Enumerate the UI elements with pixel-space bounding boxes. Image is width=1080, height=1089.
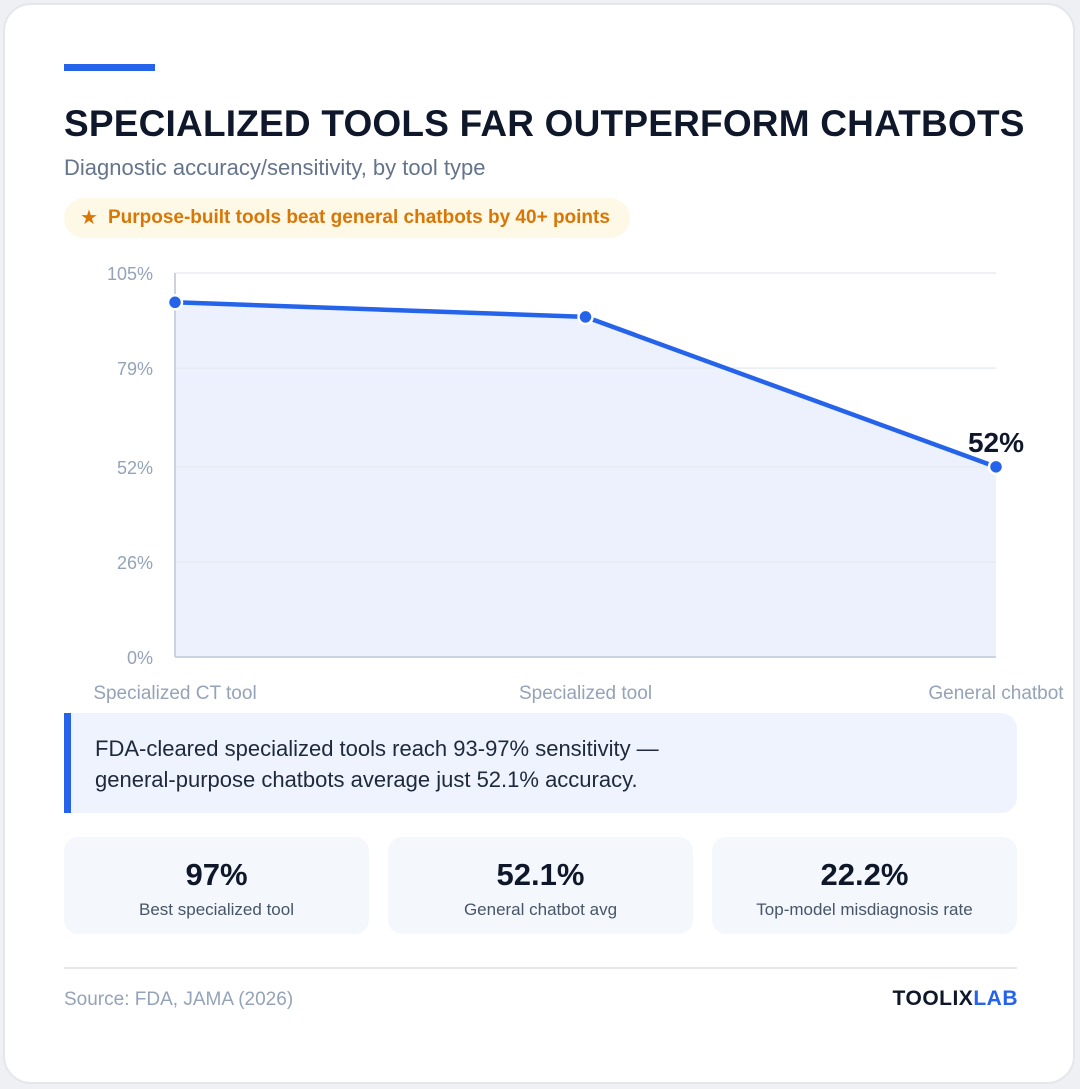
stat-label: General chatbot avg (463, 900, 618, 919)
page-subtitle: Diagnostic accuracy/sensitivity, by tool… (64, 155, 486, 180)
y-tick-label: 52% (117, 458, 153, 478)
brand-name-part-1: TOOLIX (892, 987, 974, 1010)
stat-value: 22.2% (820, 857, 909, 892)
stat-card-best-specialized: 97% Best specialized tool (64, 837, 369, 934)
page-title: SPECIALIZED TOOLS FAR OUTPERFORM CHATBOT… (64, 103, 1025, 144)
brand-logo: TOOLIXLAB (893, 987, 1018, 1011)
data-point (577, 308, 594, 326)
callout-badge: ★ Purpose-built tools beat general chatb… (64, 198, 630, 238)
x-tick-label: Specialized tool (519, 683, 652, 704)
stat-label: Best specialized tool (139, 900, 294, 919)
source-note: Source: FDA, JAMA (2026) (64, 989, 294, 1010)
y-tick-label: 0% (127, 648, 153, 668)
line-chart: 0% 26% 52% 79% 105% Specialized CT tool Specia… (93, 264, 1064, 704)
insight-line-2: general-purpose chatbots average just 52… (95, 767, 638, 792)
callout-text: Purpose-built tools beat general chatbot… (107, 207, 610, 228)
star-icon: ★ (80, 207, 98, 229)
stat-card-chatbot-avg: 52.1% General chatbot avg (388, 837, 693, 934)
data-point (987, 458, 1005, 476)
stat-label: Top-model misdiagnosis rate (756, 900, 973, 919)
stat-card-misdiagnosis-rate: 22.2% Top-model misdiagnosis rate (712, 837, 1017, 934)
data-label: 52% (968, 427, 1024, 458)
stat-value: 97% (185, 857, 248, 892)
x-tick-label: General chatbot (928, 683, 1064, 704)
brand-name-part-2: LAB (973, 987, 1018, 1010)
accent-bar (64, 64, 155, 71)
insight-box: FDA-cleared specialized tools reach 93-9… (64, 713, 1017, 813)
y-tick-label: 26% (117, 553, 153, 573)
y-tick-label: 79% (117, 359, 153, 379)
insight-line-1: FDA-cleared specialized tools reach 93-9… (95, 736, 659, 761)
footer-divider (64, 967, 1017, 969)
x-tick-label: Specialized CT tool (93, 683, 256, 704)
stat-value: 52.1% (496, 857, 585, 892)
area-fill (175, 302, 996, 657)
data-point (166, 294, 184, 311)
y-tick-label: 105% (107, 264, 153, 284)
